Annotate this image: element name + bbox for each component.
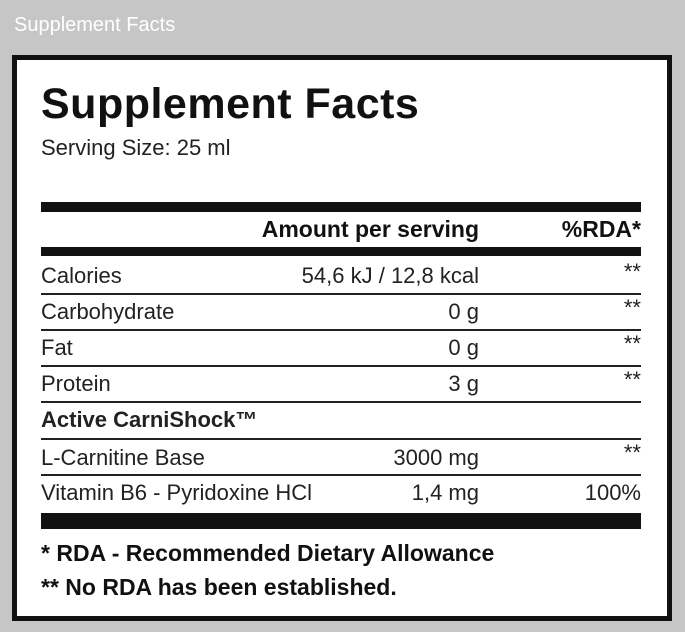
nutrient-row: Calories 54,6 kJ / 12,8 kcal ** [41,257,641,295]
nutrient-amount: 1,4 mg [411,480,479,505]
nutrient-rda: ** [623,331,641,356]
nutrient-rda: 100% [584,480,641,505]
nutrient-amount: 3000 mg [393,445,479,470]
nutrient-amount: 54,6 kJ / 12,8 kcal [301,263,479,288]
footnote: ** No RDA has been established. [41,574,397,600]
section-title: Active CarniShock™ [41,407,258,432]
divider-bar [41,247,641,256]
nutrient-name: Carbohydrate [41,299,175,324]
nutrient-row: Carbohydrate 0 g ** [41,295,641,331]
nutrient-rda: ** [623,259,641,284]
nutrient-name: Protein [41,371,111,396]
column-amount: Amount per serving [261,216,479,242]
nutrient-rda: ** [623,440,641,465]
column-rda: %RDA* [561,216,641,242]
nutrient-name: L-Carnitine Base [41,445,205,470]
label-title: Supplement Facts [41,80,420,128]
facts-panel: Supplement Facts Serving Size: 25 ml Amo… [12,55,672,621]
nutrient-rda: ** [623,367,641,392]
divider-bar [41,202,641,212]
nutrient-name: Fat [41,335,73,360]
nutrient-rda: ** [623,295,641,320]
nutrient-row: Fat 0 g ** [41,331,641,367]
page-header: Supplement Facts [14,14,176,36]
serving-size: Serving Size: 25 ml [41,135,231,160]
divider-bar [41,513,641,529]
nutrient-amount: 3 g [448,371,479,396]
nutrient-row: Vitamin B6 - Pyridoxine HCl 1,4 mg 100% [41,476,641,510]
footnote: * RDA - Recommended Dietary Allowance [41,540,495,566]
nutrient-name: Calories [41,263,122,288]
nutrient-row: L-Carnitine Base 3000 mg ** [41,440,641,476]
nutrient-row: Protein 3 g ** [41,367,641,403]
section-row: Active CarniShock™ [41,403,641,440]
nutrient-amount: 0 g [448,299,479,324]
nutrient-amount: 0 g [448,335,479,360]
nutrient-name: Vitamin B6 - Pyridoxine HCl [41,480,313,505]
